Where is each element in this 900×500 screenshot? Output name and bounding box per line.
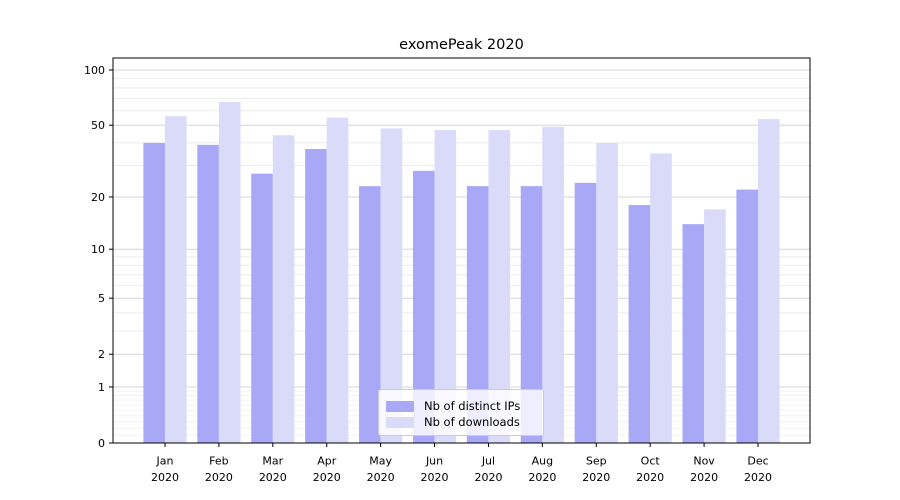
x-tick-label-month: Jan: [156, 455, 174, 468]
x-tick-label-month: Oct: [641, 455, 661, 468]
x-tick-label-month: Nov: [693, 455, 715, 468]
y-tick-label: 100: [84, 64, 105, 77]
bar-ips-dec: [736, 189, 758, 443]
x-tick-label-month: Jun: [425, 455, 443, 468]
x-tick-label-year: 2020: [474, 471, 502, 484]
bar-downloads-jun: [434, 130, 457, 443]
legend-swatch-distinct-ips: [386, 401, 414, 412]
bar-ips-jun: [412, 170, 435, 443]
bar-ips-jan: [143, 142, 165, 443]
x-tick-label-year: 2020: [151, 471, 179, 484]
x-tick-label-year: 2020: [636, 471, 664, 484]
bar-downloads-may: [380, 128, 403, 443]
x-tick-label-year: 2020: [421, 471, 449, 484]
bar-ips-jul: [466, 186, 489, 444]
x-tick-label-month: Apr: [317, 455, 337, 468]
y-tick-label: 50: [91, 119, 105, 132]
bar-ips-nov: [682, 224, 705, 443]
legend-item-distinct-ips: Nb of distinct IPs: [386, 399, 521, 413]
bar-downloads-feb: [218, 101, 241, 443]
x-tick-label-year: 2020: [690, 471, 718, 484]
legend-swatch-downloads: [386, 417, 414, 428]
bar-ips-oct: [628, 205, 651, 443]
y-tick-label: 1: [98, 381, 105, 394]
plot-border: [112, 57, 811, 444]
bar-downloads-jul: [488, 130, 511, 443]
chart-legend: Nb of distinct IPs Nb of downloads: [378, 389, 544, 436]
bar-downloads-sep: [596, 142, 618, 443]
bar-downloads-aug: [542, 126, 564, 443]
y-tick-label: 2: [98, 348, 105, 361]
legend-label: Nb of downloads: [424, 415, 520, 429]
bar-downloads-mar: [272, 135, 295, 443]
x-tick-label-month: Dec: [747, 455, 768, 468]
bar-downloads-dec: [758, 119, 780, 443]
y-tick-label: 20: [91, 191, 105, 204]
bar-downloads-oct: [650, 153, 672, 443]
x-tick-label-year: 2020: [744, 471, 772, 484]
bar-ips-mar: [251, 173, 273, 443]
x-tick-label-month: Mar: [262, 455, 283, 468]
x-tick-label-year: 2020: [259, 471, 287, 484]
bar-ips-feb: [197, 144, 219, 444]
x-tick-label-year: 2020: [528, 471, 556, 484]
x-tick-label-year: 2020: [205, 471, 233, 484]
y-tick-label: 10: [91, 243, 105, 256]
bar-downloads-apr: [326, 117, 349, 443]
legend-label: Nb of distinct IPs: [424, 399, 521, 413]
x-tick-label-month: May: [369, 455, 392, 468]
bar-ips-aug: [520, 186, 543, 444]
x-tick-label-year: 2020: [582, 471, 610, 484]
bar-ips-may: [359, 186, 381, 444]
x-tick-label-month: Aug: [532, 455, 553, 468]
x-tick-label-year: 2020: [367, 471, 395, 484]
bar-downloads-jan: [165, 116, 187, 443]
x-tick-label-month: Feb: [209, 455, 228, 468]
x-tick-label-year: 2020: [313, 471, 341, 484]
bar-downloads-nov: [704, 209, 726, 443]
legend-item-downloads: Nb of downloads: [386, 415, 520, 429]
x-tick-label-month: Jul: [481, 455, 495, 468]
x-tick-label-month: Sep: [586, 455, 607, 468]
bar-ips-sep: [574, 182, 597, 443]
y-tick-label: 5: [98, 292, 105, 305]
y-tick-label: 0: [98, 437, 105, 450]
bar-ips-apr: [305, 149, 327, 443]
chart-title: exomePeak 2020: [399, 37, 524, 53]
